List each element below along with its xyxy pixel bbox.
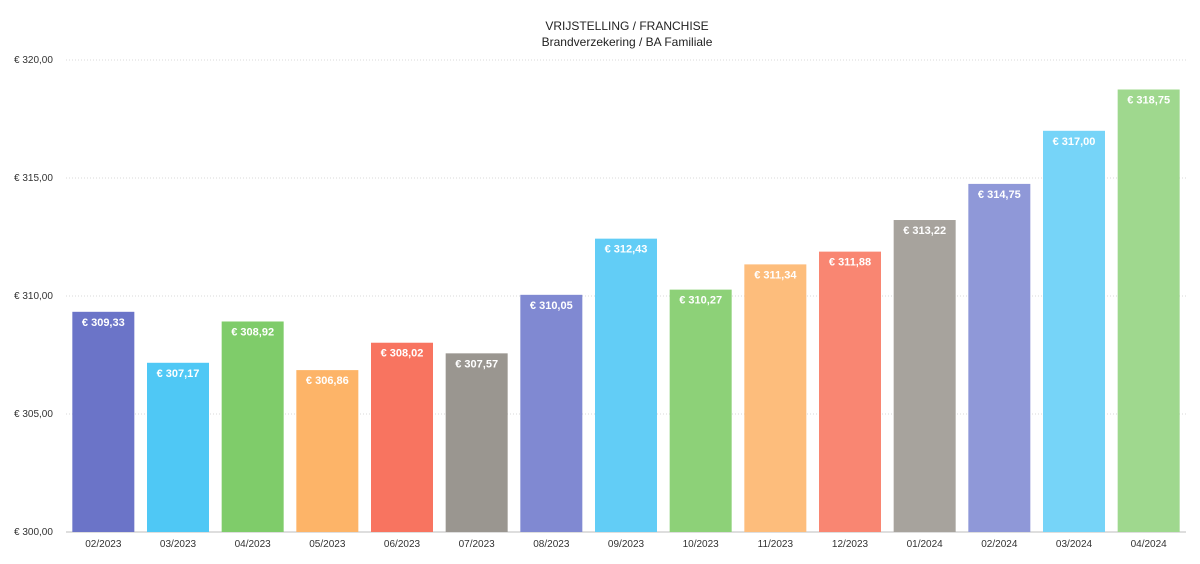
bar-value-label: € 306,86 xyxy=(306,375,349,387)
x-tick-label: 10/2023 xyxy=(683,539,720,550)
x-tick-label: 04/2023 xyxy=(235,539,272,550)
x-tick-label: 09/2023 xyxy=(608,539,645,550)
bar xyxy=(371,342,433,532)
x-tick-label: 05/2023 xyxy=(309,539,346,550)
bar xyxy=(968,183,1031,532)
x-tick-label: 08/2023 xyxy=(533,539,570,550)
bar xyxy=(669,289,732,532)
bar-value-label: € 314,75 xyxy=(978,189,1021,201)
bar xyxy=(72,311,135,532)
bar xyxy=(445,353,508,532)
bar-value-label: € 310,05 xyxy=(530,300,573,312)
bar-value-label: € 311,88 xyxy=(829,257,871,269)
bar-value-label: € 311,34 xyxy=(754,269,797,281)
y-tick-label: € 315,00 xyxy=(14,173,53,184)
x-tick-label: 06/2023 xyxy=(384,539,421,550)
x-tick-label: 01/2024 xyxy=(907,539,944,550)
bar-value-label: € 317,00 xyxy=(1053,136,1096,148)
bar-value-label: € 310,27 xyxy=(679,295,722,307)
x-tick-label: 03/2023 xyxy=(160,539,197,550)
y-tick-label: € 305,00 xyxy=(14,409,53,420)
bar xyxy=(819,251,881,532)
chart-title: VRIJSTELLING / FRANCHISE xyxy=(545,19,708,33)
bar xyxy=(221,321,284,532)
chart-subtitle: Brandverzekering / BA Familiale xyxy=(542,35,713,49)
bar xyxy=(595,238,657,533)
bar-value-label: € 312,43 xyxy=(605,244,648,256)
bar-value-label: € 308,92 xyxy=(231,326,274,338)
bar xyxy=(1117,89,1180,532)
x-tick-label: 02/2023 xyxy=(85,539,122,550)
data-labels: € 309,33 € 307,17 € 308,92 € 306,86 € 308,02… xyxy=(82,95,1170,388)
bar-value-label: € 307,57 xyxy=(455,358,498,370)
y-tick-label: € 320,00 xyxy=(14,55,53,66)
bar xyxy=(520,294,583,532)
bar-value-label: € 307,17 xyxy=(157,368,200,380)
x-tick-label: 12/2023 xyxy=(832,539,869,550)
bar xyxy=(744,264,807,532)
x-tick-label: 02/2024 xyxy=(981,539,1018,550)
x-tick-label: 03/2024 xyxy=(1056,539,1093,550)
x-axis-ticks: 02/2023 03/2023 04/2023 05/2023 06/2023 07/20… xyxy=(85,539,1167,550)
y-axis-ticks: € 300,00 € 305,00 € 310,00 € 315,00 € 320,00 xyxy=(14,55,53,538)
bar-value-label: € 313,22 xyxy=(903,225,946,237)
y-tick-label: € 300,00 xyxy=(14,527,53,538)
bars xyxy=(72,89,1180,533)
bar xyxy=(1043,130,1105,533)
bar xyxy=(893,220,956,532)
bar-value-label: € 308,02 xyxy=(381,348,424,360)
x-tick-label: 04/2024 xyxy=(1131,539,1168,550)
bar xyxy=(296,370,359,532)
bar xyxy=(147,362,209,532)
y-tick-label: € 310,00 xyxy=(14,291,53,302)
bar-value-label: € 309,33 xyxy=(82,317,125,329)
bar-value-label: € 318,75 xyxy=(1127,95,1170,107)
x-tick-label: 07/2023 xyxy=(459,539,496,550)
x-tick-label: 11/2023 xyxy=(758,539,794,550)
